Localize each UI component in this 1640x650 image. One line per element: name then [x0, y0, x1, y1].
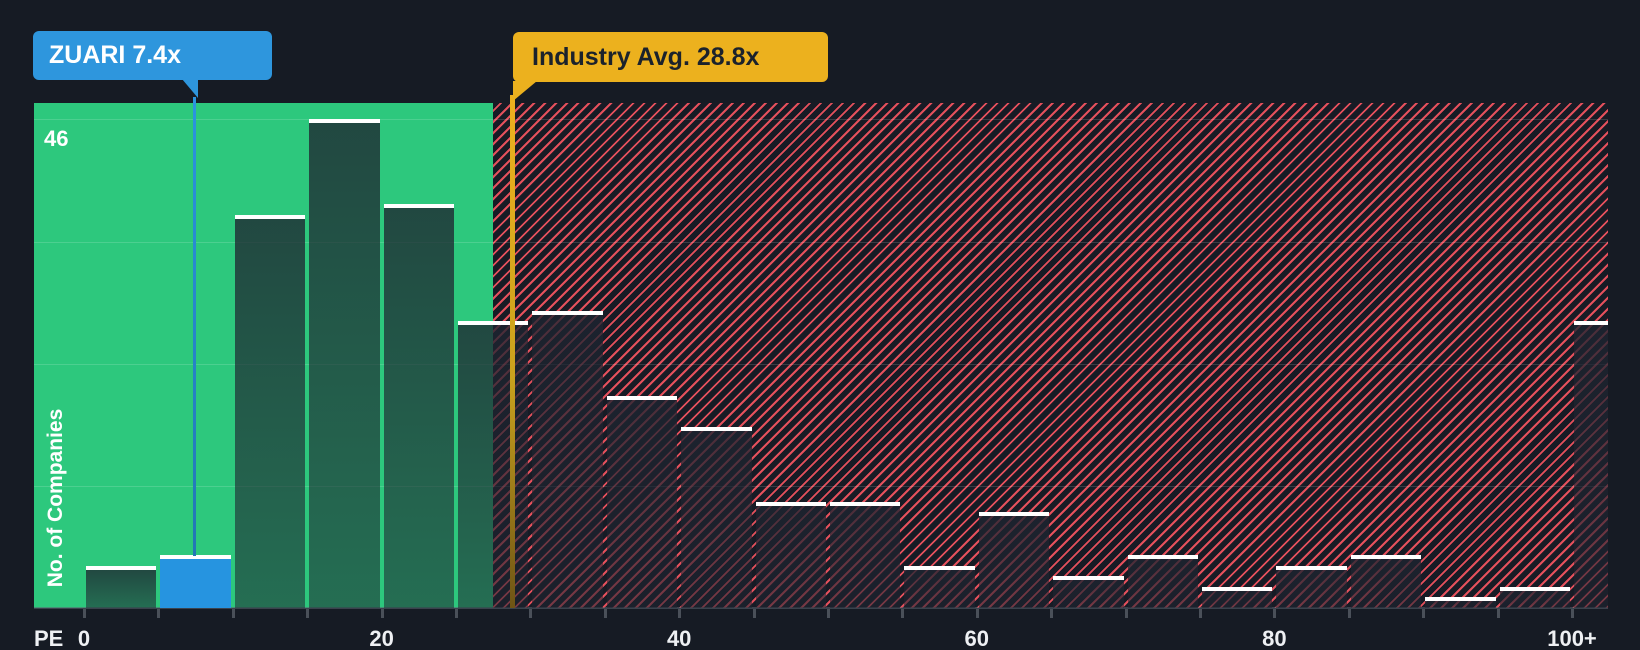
- x-tick-label-100+: 100+: [1547, 626, 1597, 650]
- x-axis-tick: [83, 609, 86, 618]
- industry-avg-callout[interactable]: Industry Avg. 28.8x: [513, 32, 828, 82]
- x-axis-tick: [1571, 609, 1574, 618]
- x-axis-tick: [1273, 609, 1277, 618]
- above-average-hatch-zone: [493, 103, 1608, 608]
- gridline: [34, 241, 1608, 243]
- bar-75-80[interactable]: [1202, 586, 1273, 608]
- x-tick-label-80: 80: [1262, 626, 1287, 650]
- x-axis-tick: [380, 609, 384, 618]
- x-axis-tick: [1422, 609, 1426, 618]
- x-axis-tick: [752, 609, 756, 618]
- x-axis-tick: [306, 609, 310, 618]
- x-axis-line: [34, 607, 1608, 609]
- bar-100+[interactable]: [1574, 321, 1608, 608]
- x-axis-tick: [901, 609, 905, 618]
- bar-45-50[interactable]: [755, 501, 826, 608]
- bar-95-100[interactable]: [1499, 586, 1570, 608]
- x-axis-tick: [529, 609, 533, 618]
- x-axis-tick: [157, 609, 161, 618]
- x-axis-tick: [603, 609, 607, 618]
- bar-35-40[interactable]: [606, 395, 678, 608]
- bar-25-30[interactable]: [458, 321, 529, 608]
- x-tick-label-0: 0: [77, 626, 91, 650]
- x-axis-tick: [1347, 609, 1351, 618]
- bar-80-85[interactable]: [1276, 565, 1347, 608]
- x-axis-tick: [678, 609, 682, 618]
- bar-30-35[interactable]: [532, 310, 603, 608]
- company-callout[interactable]: ZUARI 7.4x: [33, 31, 272, 80]
- x-axis-tick: [1496, 609, 1500, 618]
- x-axis-tick: [1050, 609, 1054, 618]
- x-tick-label-60: 60: [964, 626, 990, 650]
- company-marker-line: [192, 97, 196, 556]
- x-axis-tick: [975, 609, 979, 618]
- gridline: [34, 485, 1608, 487]
- bar-0-5[interactable]: [86, 565, 157, 608]
- bar-90-95[interactable]: [1425, 597, 1496, 608]
- industry-avg-callout-pointer-icon: [513, 81, 537, 101]
- y-axis-title: No. of Companies: [44, 408, 67, 588]
- bar-50-55[interactable]: [830, 501, 901, 608]
- x-axis-tick: [1199, 609, 1202, 618]
- bar-70-75[interactable]: [1127, 554, 1198, 608]
- x-axis-tick: [231, 609, 235, 618]
- y-max-value-label: 46: [44, 126, 69, 151]
- bar-55-60[interactable]: [904, 565, 975, 608]
- industry-avg-marker-line: [510, 95, 516, 608]
- bar-40-45[interactable]: [681, 427, 752, 608]
- x-tick-label-40: 40: [666, 626, 692, 650]
- x-axis-tick: [1124, 609, 1128, 618]
- bar-15-20[interactable]: [309, 119, 380, 608]
- x-axis-tick: [455, 609, 458, 618]
- bar-20-25[interactable]: [383, 204, 454, 608]
- bar-65-70[interactable]: [1053, 576, 1124, 608]
- x-axis-title: PE: [34, 626, 64, 650]
- gridline: [34, 363, 1608, 365]
- gridline: [34, 119, 1608, 121]
- x-tick-label-20: 20: [369, 626, 394, 650]
- bar-10-15[interactable]: [234, 215, 306, 608]
- company-callout-pointer-icon: [182, 79, 198, 98]
- industry-avg-callout-label: Industry Avg. 28.8x: [532, 42, 760, 71]
- bar-60-65[interactable]: [978, 512, 1050, 608]
- x-axis-tick: [827, 609, 830, 618]
- bar-85-90[interactable]: [1350, 554, 1422, 608]
- company-callout-label: ZUARI 7.4x: [49, 41, 181, 69]
- bar-5-10[interactable]: [160, 554, 231, 608]
